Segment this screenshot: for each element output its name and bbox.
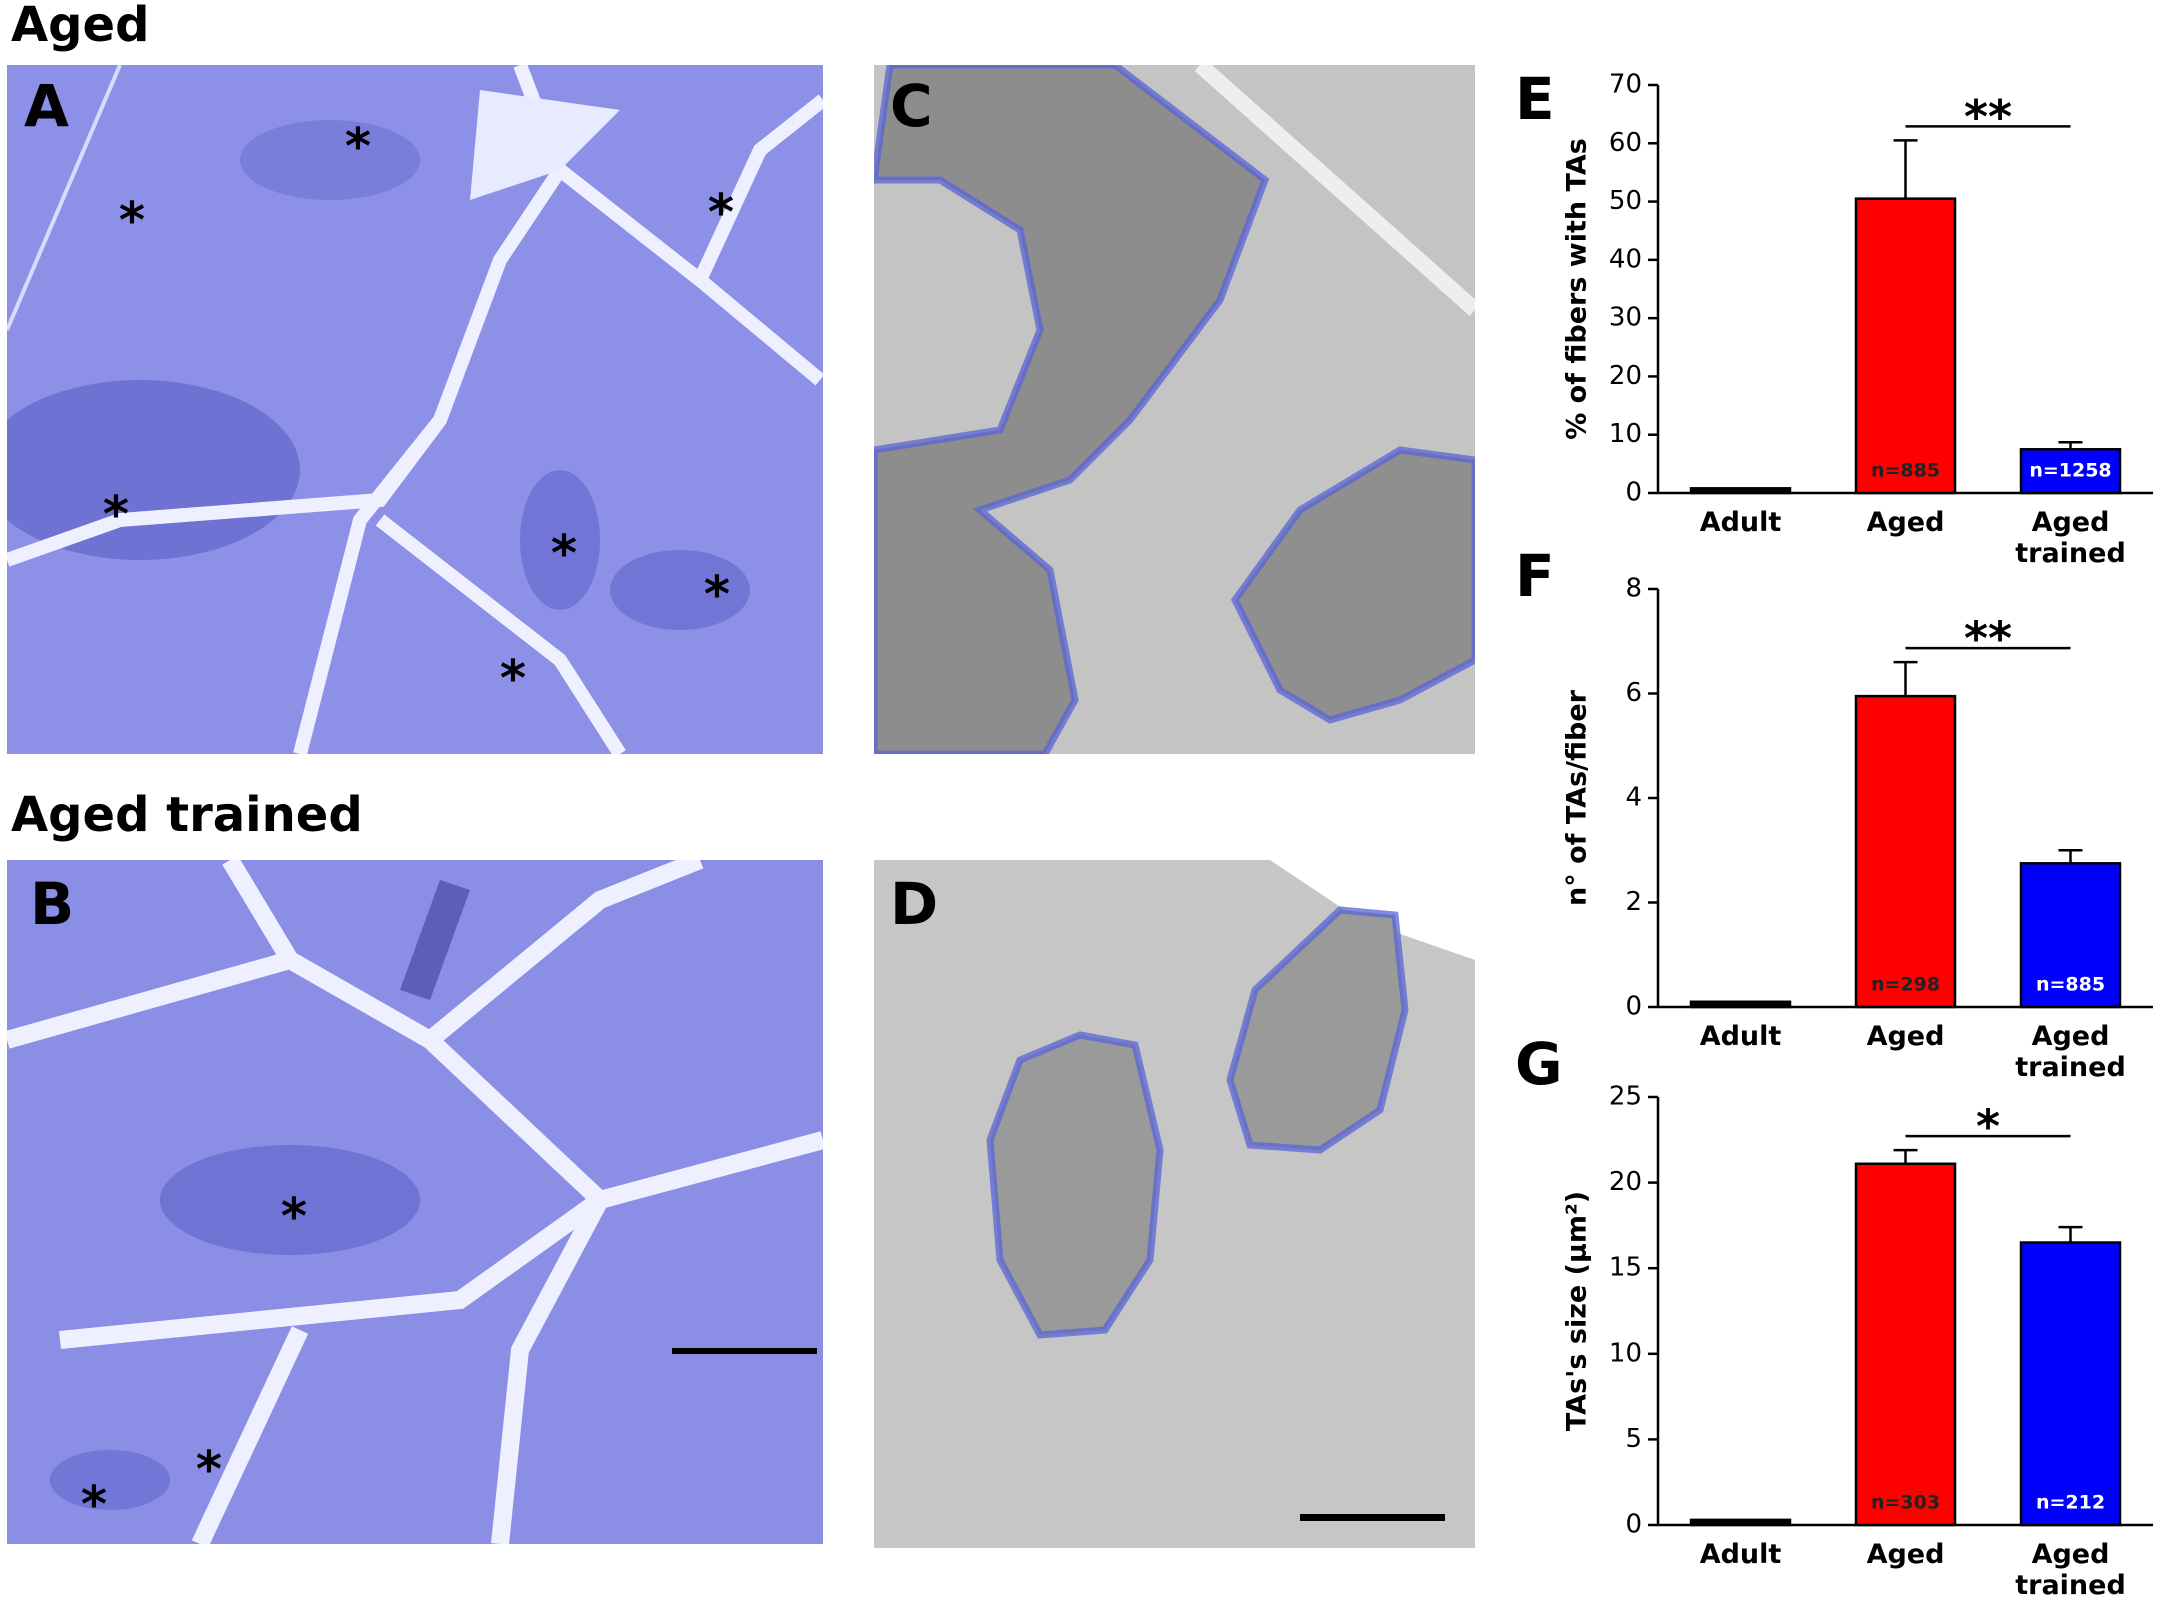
x-tick-label: Aged — [1866, 1539, 1945, 1570]
n-label: n=212 — [2036, 1492, 2105, 1514]
y-tick-label: 20 — [1609, 1167, 1642, 1197]
x-tick-label: Aged trained — [2015, 507, 2126, 570]
marker-group: * * * * * * * * * * — [81, 118, 734, 1534]
micrograph-a — [7, 65, 823, 754]
micrograph-marker: * — [551, 525, 577, 583]
n-label: n=885 — [1871, 460, 1940, 482]
heading: Aged trained — [11, 787, 363, 843]
heading: Aged — [11, 0, 149, 53]
y-tick-label: 25 — [1609, 1082, 1642, 1112]
panel-letter: C — [890, 72, 933, 140]
y-tick-label: 60 — [1609, 128, 1642, 158]
micrograph-d — [874, 860, 1475, 1548]
y-axis-label: % of fibers with TAs — [1562, 138, 1593, 440]
x-tick-label: Adult — [1699, 1539, 1782, 1570]
x-tick-label: Aged trained — [2015, 1021, 2126, 1084]
micrograph-marker: * — [81, 1476, 107, 1534]
panel-letter: G — [1515, 1030, 1563, 1098]
y-tick-label: 5 — [1625, 1424, 1642, 1454]
y-tick-label: 15 — [1609, 1253, 1642, 1283]
micrograph-b — [7, 860, 823, 1544]
micrograph-marker: * — [281, 1188, 307, 1246]
bar — [2019, 448, 2122, 495]
x-tick-label: Adult — [1699, 1021, 1782, 1052]
n-label: n=303 — [1871, 1492, 1940, 1514]
micrograph-marker: * — [500, 650, 526, 708]
significance-label: ** — [1964, 612, 2012, 666]
y-tick-label: 0 — [1625, 1510, 1642, 1540]
y-tick-label: 70 — [1609, 70, 1642, 100]
bar — [1689, 1518, 1792, 1527]
micrograph-marker: * — [119, 192, 145, 250]
bar — [1854, 1162, 1957, 1527]
bar — [1689, 487, 1792, 495]
panel-letter: F — [1515, 542, 1555, 610]
y-tick-label: 50 — [1609, 186, 1642, 216]
significance-label: ** — [1964, 90, 2012, 144]
bar — [1854, 197, 1957, 495]
y-tick-label: 8 — [1625, 574, 1642, 604]
panel-letter: D — [890, 870, 938, 938]
micrograph-marker: * — [196, 1441, 222, 1499]
panel-letter: A — [24, 72, 69, 140]
micrograph-marker: * — [345, 118, 371, 176]
panel-letter: E — [1515, 65, 1555, 133]
bar — [1689, 1000, 1792, 1009]
bar — [1854, 694, 1957, 1009]
y-tick-label: 40 — [1609, 244, 1642, 274]
y-tick-label: 10 — [1609, 419, 1642, 449]
micrograph-marker: * — [708, 184, 734, 242]
n-label: n=1258 — [2029, 460, 2111, 482]
x-tick-label: Aged trained — [2015, 1539, 2126, 1602]
y-tick-label: 6 — [1625, 678, 1642, 708]
y-tick-label: 0 — [1625, 478, 1642, 508]
y-axis-label: n° of TAs/fiber — [1562, 689, 1593, 906]
micrograph-marker: * — [103, 486, 129, 544]
n-label: n=298 — [1871, 974, 1940, 996]
x-tick-label: Adult — [1699, 507, 1782, 538]
y-axis-label: TAs's size (μm²) — [1562, 1191, 1593, 1431]
panel-letter: B — [30, 870, 74, 938]
x-tick-label: Aged — [1866, 1021, 1945, 1052]
scale-bar — [1300, 1514, 1445, 1521]
bar — [2019, 1241, 2122, 1527]
micrograph-marker: * — [704, 566, 730, 624]
y-tick-label: 10 — [1609, 1338, 1642, 1368]
y-tick-label: 0 — [1625, 992, 1642, 1022]
significance-label: * — [1976, 1100, 2000, 1154]
micrograph-c — [874, 65, 1475, 754]
y-tick-label: 2 — [1625, 887, 1642, 917]
y-tick-label: 20 — [1609, 361, 1642, 391]
bar — [2019, 862, 2122, 1009]
scale-bar — [672, 1348, 817, 1354]
y-tick-label: 4 — [1625, 783, 1642, 813]
n-label: n=885 — [2036, 974, 2105, 996]
x-tick-label: Aged — [1866, 507, 1945, 538]
y-tick-label: 30 — [1609, 303, 1642, 333]
